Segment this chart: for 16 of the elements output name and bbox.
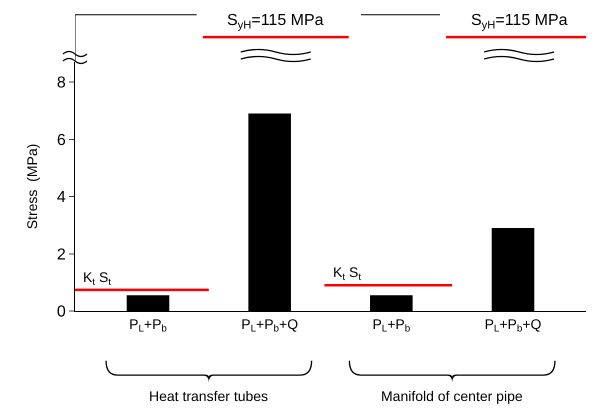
y-tick-label: 4: [56, 189, 66, 206]
text: S$_{yH}$=115 MPa: [471, 12, 568, 32]
x-tick-label: P$_{L}$+P$_{b}$+Q: [484, 316, 542, 335]
ref-line-label: K$_{t}$ S$_{t}$: [333, 264, 362, 283]
text: Manifold of center pipe: [381, 388, 523, 404]
y-tick-label: 0: [56, 304, 66, 321]
text: Heat transfer tubes: [149, 388, 268, 404]
x-tick-label: P$_{L}$+P$_{b}$: [129, 316, 168, 335]
y-axis-title: Stress (MPa): [24, 144, 40, 230]
x-tick-label: P$_{L}$+P$_{b}$+Q: [241, 316, 298, 335]
ref-line-label: K$_{t}$ S$_{t}$: [83, 269, 112, 288]
x-tick-label: P$_{L}$+P$_{b}$: [372, 316, 411, 335]
y-tick-label: 8: [56, 74, 66, 92]
y-tick-label: 6: [56, 132, 66, 149]
y-tick-label: 2: [56, 246, 66, 264]
text: S$_{yH}$=115 MPa: [227, 12, 324, 32]
